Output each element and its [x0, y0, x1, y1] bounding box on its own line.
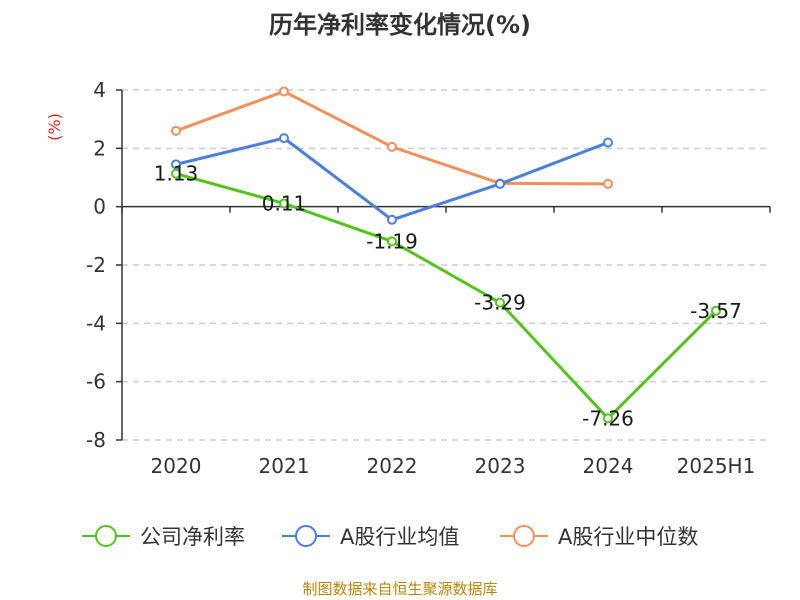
legend: 公司净利率 A股行业均值 A股行业中位数 [82, 525, 698, 549]
y-tick-label: -6 [86, 370, 106, 394]
chart-title: 历年净利率变化情况(%) [269, 11, 531, 39]
x-tick-label: 2021 [259, 454, 310, 478]
series-2 [171, 86, 613, 189]
data-point [603, 178, 613, 189]
y-axis-unit-label: (%) [45, 113, 64, 141]
data-point [495, 297, 505, 308]
grid-lines [122, 89, 770, 441]
data-label: -3.57 [690, 299, 742, 323]
x-tick-label: 2022 [367, 454, 418, 478]
data-label: -1.19 [366, 229, 418, 253]
data-point [171, 168, 181, 179]
data-point [171, 125, 181, 136]
series-1 [171, 133, 613, 225]
data-point [387, 236, 397, 247]
series-lines [171, 86, 721, 424]
legend-item[interactable]: 公司净利率 [82, 525, 245, 549]
series-line [175, 172, 718, 420]
data-point [279, 133, 289, 144]
y-tick-label: -8 [86, 428, 106, 452]
legend-item[interactable]: A股行业均值 [282, 525, 459, 549]
data-label: 1.13 [154, 162, 199, 186]
data-label: 0.11 [262, 191, 307, 215]
y-tick-label: 4 [93, 78, 106, 102]
legend-label: A股行业中位数 [558, 525, 698, 549]
x-tick-label: 2024 [583, 454, 634, 478]
data-point [603, 413, 613, 424]
legend-marker-icon [295, 525, 317, 547]
data-point [279, 86, 289, 97]
y-tick-label: -2 [86, 253, 106, 277]
data-point [387, 141, 397, 152]
data-labels: 1.13 0.11 -1.19 -3.29 -7.26 -3.57 [154, 162, 742, 431]
x-tick-label: 2020 [151, 454, 202, 478]
data-point [711, 305, 721, 316]
data-point [495, 178, 505, 189]
series-0 [171, 168, 721, 424]
data-label: -7.26 [582, 406, 634, 430]
data-point [279, 198, 289, 209]
x-tick-label: 2023 [475, 454, 526, 478]
y-tick-label: 2 [93, 136, 106, 160]
data-label: -3.29 [474, 291, 526, 315]
data-point [171, 159, 181, 170]
y-tick-label: -4 [86, 311, 106, 335]
data-point [387, 214, 397, 225]
y-tick-label: 0 [93, 195, 106, 219]
legend-label: 公司净利率 [140, 525, 245, 549]
axes: 4 2 0 -2 -4 -6 -8 2020 2021 2022 2023 2024 2025H1 [86, 78, 771, 478]
data-point [603, 137, 613, 148]
legend-item[interactable]: A股行业中位数 [500, 525, 698, 549]
legend-marker-icon [513, 525, 535, 547]
source-note: 制图数据来自恒生聚源数据库 [302, 580, 497, 598]
legend-marker-icon [95, 525, 117, 547]
series-line [175, 89, 609, 186]
legend-label: A股行业均值 [340, 525, 459, 549]
x-tick-label: 2025H1 [677, 454, 756, 478]
